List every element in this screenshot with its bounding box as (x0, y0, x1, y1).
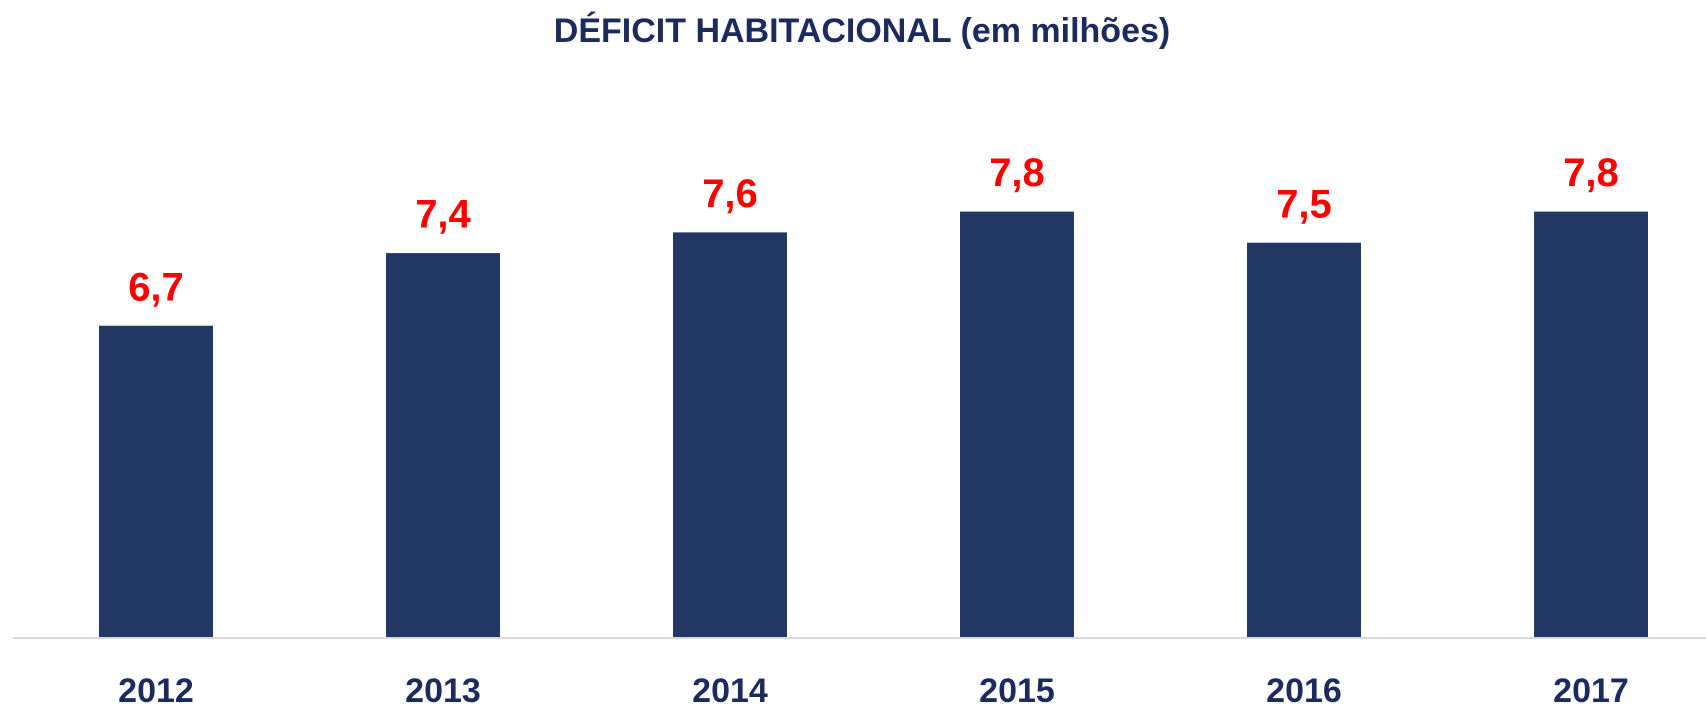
x-tick-label: 2013 (405, 672, 481, 710)
bar (673, 232, 787, 637)
x-tick-label: 2016 (1266, 672, 1342, 710)
bar (1534, 211, 1648, 637)
data-label: 7,8 (989, 151, 1045, 195)
chart-title: DÉFICIT HABITACIONAL (em milhões) (554, 12, 1170, 50)
x-tick-label: 2017 (1553, 672, 1629, 710)
bar (99, 325, 213, 637)
bar (386, 253, 500, 637)
x-tick-label: 2014 (692, 672, 768, 710)
data-label: 7,6 (702, 172, 758, 216)
x-tick-label: 2015 (979, 672, 1055, 710)
bar (1247, 242, 1361, 637)
x-tick-label: 2012 (118, 672, 194, 710)
data-label: 6,7 (128, 265, 184, 309)
data-label: 7,8 (1563, 151, 1619, 195)
bar (960, 211, 1074, 637)
data-label: 7,5 (1276, 182, 1332, 226)
data-label: 7,4 (415, 193, 471, 237)
